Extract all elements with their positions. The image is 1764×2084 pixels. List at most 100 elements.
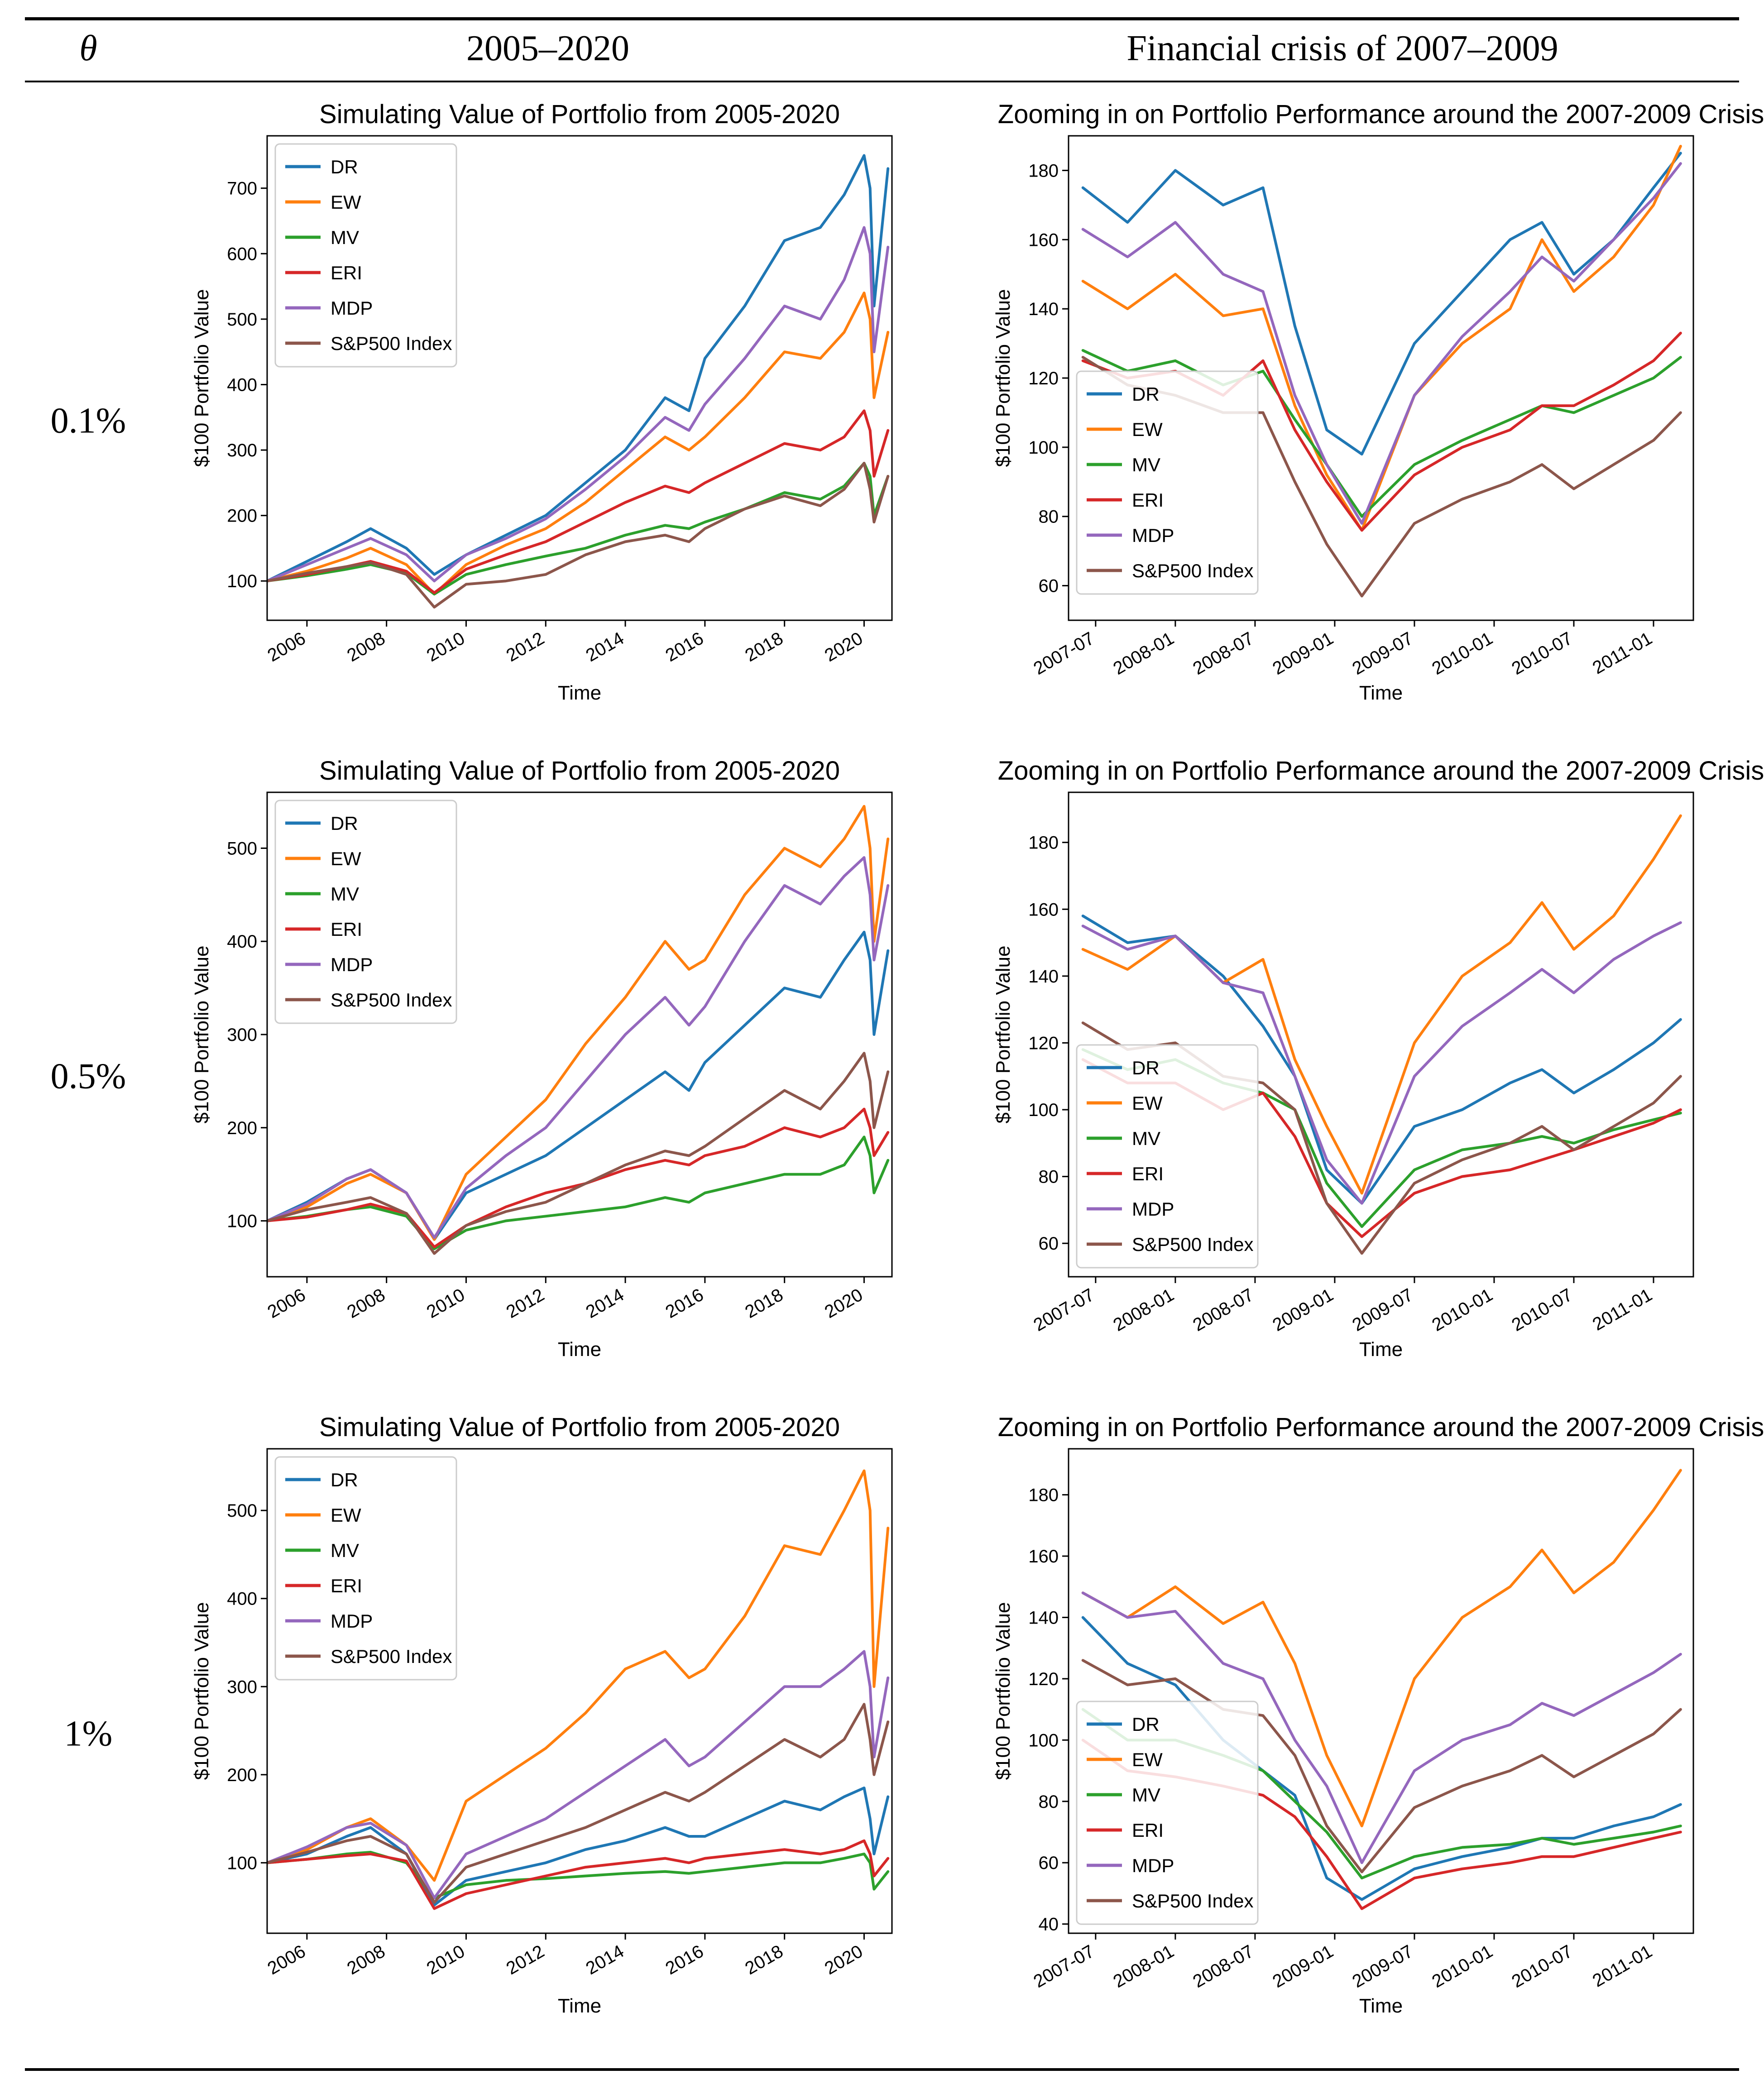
x-tick-label: 2010-07	[1508, 1285, 1576, 1336]
series-line-ew	[267, 805, 890, 1241]
plot-frame	[1068, 791, 1694, 1278]
series-line-mv	[267, 1851, 890, 1900]
chart-crisis-theta-0-5: Zooming in on Portfolio Performance arou…	[992, 756, 1764, 1361]
x-tick-label: 2007-07	[1030, 628, 1098, 679]
x-tick-label: 2010	[423, 1941, 468, 1979]
x-tick-label: 2009-07	[1349, 628, 1416, 679]
y-axis-label: $100 Portfolio Value	[992, 1602, 1014, 1780]
legend-label-dr: DR	[331, 813, 358, 834]
period-header: 2005–2020	[466, 29, 629, 68]
x-tick-label: 2018	[742, 628, 786, 666]
series-line-mv	[267, 462, 890, 596]
y-tick-label: 500	[227, 1501, 257, 1521]
x-tick-label: 2009-07	[1349, 1285, 1416, 1336]
x-tick-label: 2010-01	[1428, 1285, 1496, 1336]
y-tick-label: 200	[227, 1118, 257, 1138]
y-tick-label: 300	[227, 441, 257, 460]
x-tick-label: 2011-01	[1589, 1941, 1656, 1991]
plot-frame	[266, 135, 893, 621]
crisis-header: Financial crisis of 2007–2009	[1126, 29, 1558, 68]
legend-label-ew: EW	[1132, 1749, 1163, 1770]
x-tick-label: 2016	[662, 628, 707, 666]
chart-crisis-theta-0-1: Zooming in on Portfolio Performance arou…	[992, 100, 1764, 704]
legend-label-mv: MV	[331, 1540, 359, 1561]
y-tick-label: 180	[1028, 833, 1059, 853]
series-line-mdp	[267, 1650, 890, 1900]
x-tick-label: 2016	[662, 1941, 707, 1979]
legend-box	[1076, 1701, 1259, 1925]
x-tick-label: 2014	[583, 628, 628, 666]
x-tick-label: 2008	[344, 628, 388, 666]
legend-box	[1076, 370, 1259, 595]
x-tick-label: 2011-01	[1589, 1285, 1656, 1335]
plot-lines	[267, 1469, 890, 1910]
series-line-mv	[267, 1135, 890, 1250]
x-tick-label: 2010-07	[1508, 1941, 1576, 1992]
chart-full-theta-1: Simulating Value of Portfolio from 2005-…	[191, 1413, 893, 2017]
y-tick-label: 600	[227, 244, 257, 264]
y-axis-label: $100 Portfolio Value	[191, 945, 213, 1123]
x-tick-label: 2008	[344, 1285, 388, 1322]
x-tick-label: 2020	[821, 1285, 866, 1322]
legend-label-sp500-index: S&P500 Index	[331, 1646, 452, 1667]
plot-frame	[266, 1448, 893, 1934]
y-tick-label: 500	[227, 310, 257, 330]
legend-label-mdp: MDP	[331, 1610, 373, 1632]
legend-label-mv: MV	[1132, 1128, 1160, 1149]
legend-label-mv: MV	[1132, 1784, 1160, 1806]
legend-box	[1076, 1044, 1259, 1269]
x-tick-label: 2008-01	[1110, 1285, 1177, 1336]
x-tick-label: 2008-01	[1110, 628, 1177, 679]
series-line-ew	[267, 292, 890, 596]
x-tick-label: 2009-07	[1349, 1941, 1416, 1992]
chart-title: Simulating Value of Portfolio from 2005-…	[319, 1413, 840, 1442]
x-tick-label: 2014	[583, 1285, 628, 1322]
x-tick-label: 2006	[264, 628, 309, 666]
series-line-ew	[267, 1469, 890, 1882]
legend-label-sp500-index: S&P500 Index	[331, 989, 452, 1011]
series-line-mdp	[1081, 162, 1682, 525]
legend-label-mdp: MDP	[331, 954, 373, 975]
chart-title: Simulating Value of Portfolio from 2005-…	[319, 100, 840, 129]
y-tick-label: 200	[227, 506, 257, 526]
x-tick-label: 2010	[423, 628, 468, 666]
x-tick-label: 2007-07	[1030, 1941, 1098, 1992]
chart-title: Zooming in on Portfolio Performance arou…	[998, 100, 1764, 129]
x-tick-label: 2009-01	[1269, 1941, 1337, 1992]
legend-label-sp500-index: S&P500 Index	[1132, 560, 1254, 581]
legend-label-mdp: MDP	[331, 297, 373, 319]
y-tick-label: 140	[1028, 967, 1059, 987]
y-axis-label: $100 Portfolio Value	[992, 289, 1014, 467]
legend-box	[274, 1456, 457, 1681]
chart-title: Simulating Value of Portfolio from 2005-…	[319, 756, 840, 786]
x-axis-label: Time	[558, 1995, 601, 2017]
x-tick-label: 2016	[662, 1285, 707, 1322]
row-label-1: 1%	[64, 1714, 113, 1754]
legend-label-ew: EW	[331, 1504, 361, 1526]
legend-label-eri: ERI	[1132, 1163, 1164, 1184]
x-tick-label: 2008	[344, 1941, 388, 1979]
legend-box	[274, 800, 457, 1024]
series-line-ew	[1081, 1469, 1682, 1827]
y-tick-label: 140	[1028, 1608, 1059, 1628]
x-axis-label: Time	[1359, 682, 1403, 704]
legend-label-dr: DR	[1132, 1714, 1160, 1735]
y-tick-label: 180	[1028, 161, 1059, 181]
series-line-mdp	[267, 856, 890, 1239]
top-rule	[25, 17, 1739, 20]
row-label-0-1: 0.1%	[50, 401, 126, 441]
series-line-eri	[267, 409, 890, 594]
y-tick-label: 80	[1039, 507, 1059, 527]
theta-header: θ	[79, 29, 97, 68]
y-tick-label: 100	[1028, 1730, 1059, 1750]
x-tick-label: 2020	[821, 1941, 866, 1979]
legend-label-eri: ERI	[1132, 489, 1164, 511]
chart-full-theta-0-1: Simulating Value of Portfolio from 2005-…	[191, 100, 893, 704]
legend-label-ew: EW	[1132, 1092, 1163, 1114]
series-line-dr	[267, 1787, 890, 1907]
y-axis-label: $100 Portfolio Value	[191, 289, 213, 467]
series-line-mdp	[1081, 921, 1682, 1205]
bottom-rule	[25, 2068, 1739, 2071]
x-axis-label: Time	[1359, 1995, 1403, 2017]
x-tick-label: 2018	[742, 1285, 786, 1322]
